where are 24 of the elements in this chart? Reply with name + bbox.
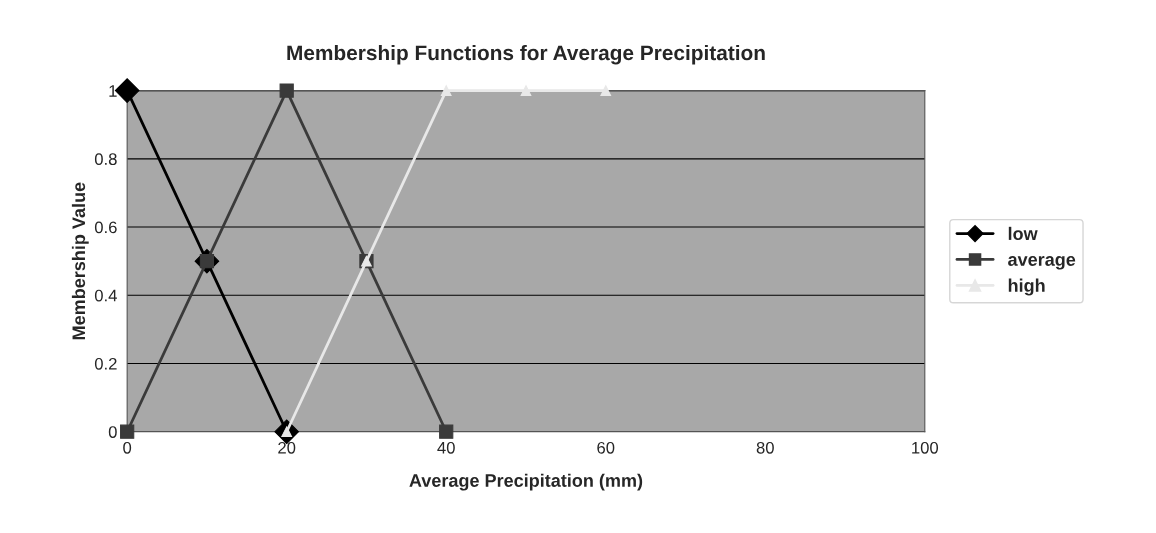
y-tick-label: 1 <box>109 85 117 97</box>
x-axis-title: Average Precipitation (mm) <box>409 473 643 491</box>
point <box>120 424 135 439</box>
y-tick-label: 0.2 <box>94 357 117 370</box>
y-tick-label: 0.8 <box>94 153 117 166</box>
x-tick-label: 80 <box>756 441 774 454</box>
point <box>439 424 454 439</box>
chart-title: Membership Functions for Average Precipitation <box>287 44 765 65</box>
legend-label: low <box>1008 226 1038 241</box>
x-tick-label: 0 <box>123 441 132 454</box>
y-tick-label: 0 <box>108 426 117 438</box>
x-tick-label: 40 <box>437 441 455 454</box>
point <box>520 85 532 96</box>
x-tick-label: 20 <box>278 441 296 454</box>
x-tick-label: 60 <box>597 441 615 454</box>
y-tick-label: 0.4 <box>94 289 117 302</box>
y-tick-label: 0.6 <box>94 221 117 234</box>
legend-label: average <box>1008 256 1076 270</box>
legend-label: high <box>1008 278 1045 296</box>
point <box>600 85 612 96</box>
point <box>440 85 452 96</box>
x-tick-label: 100 <box>912 441 939 454</box>
point <box>279 83 294 98</box>
y-axis-title: Membership Value <box>71 182 89 340</box>
